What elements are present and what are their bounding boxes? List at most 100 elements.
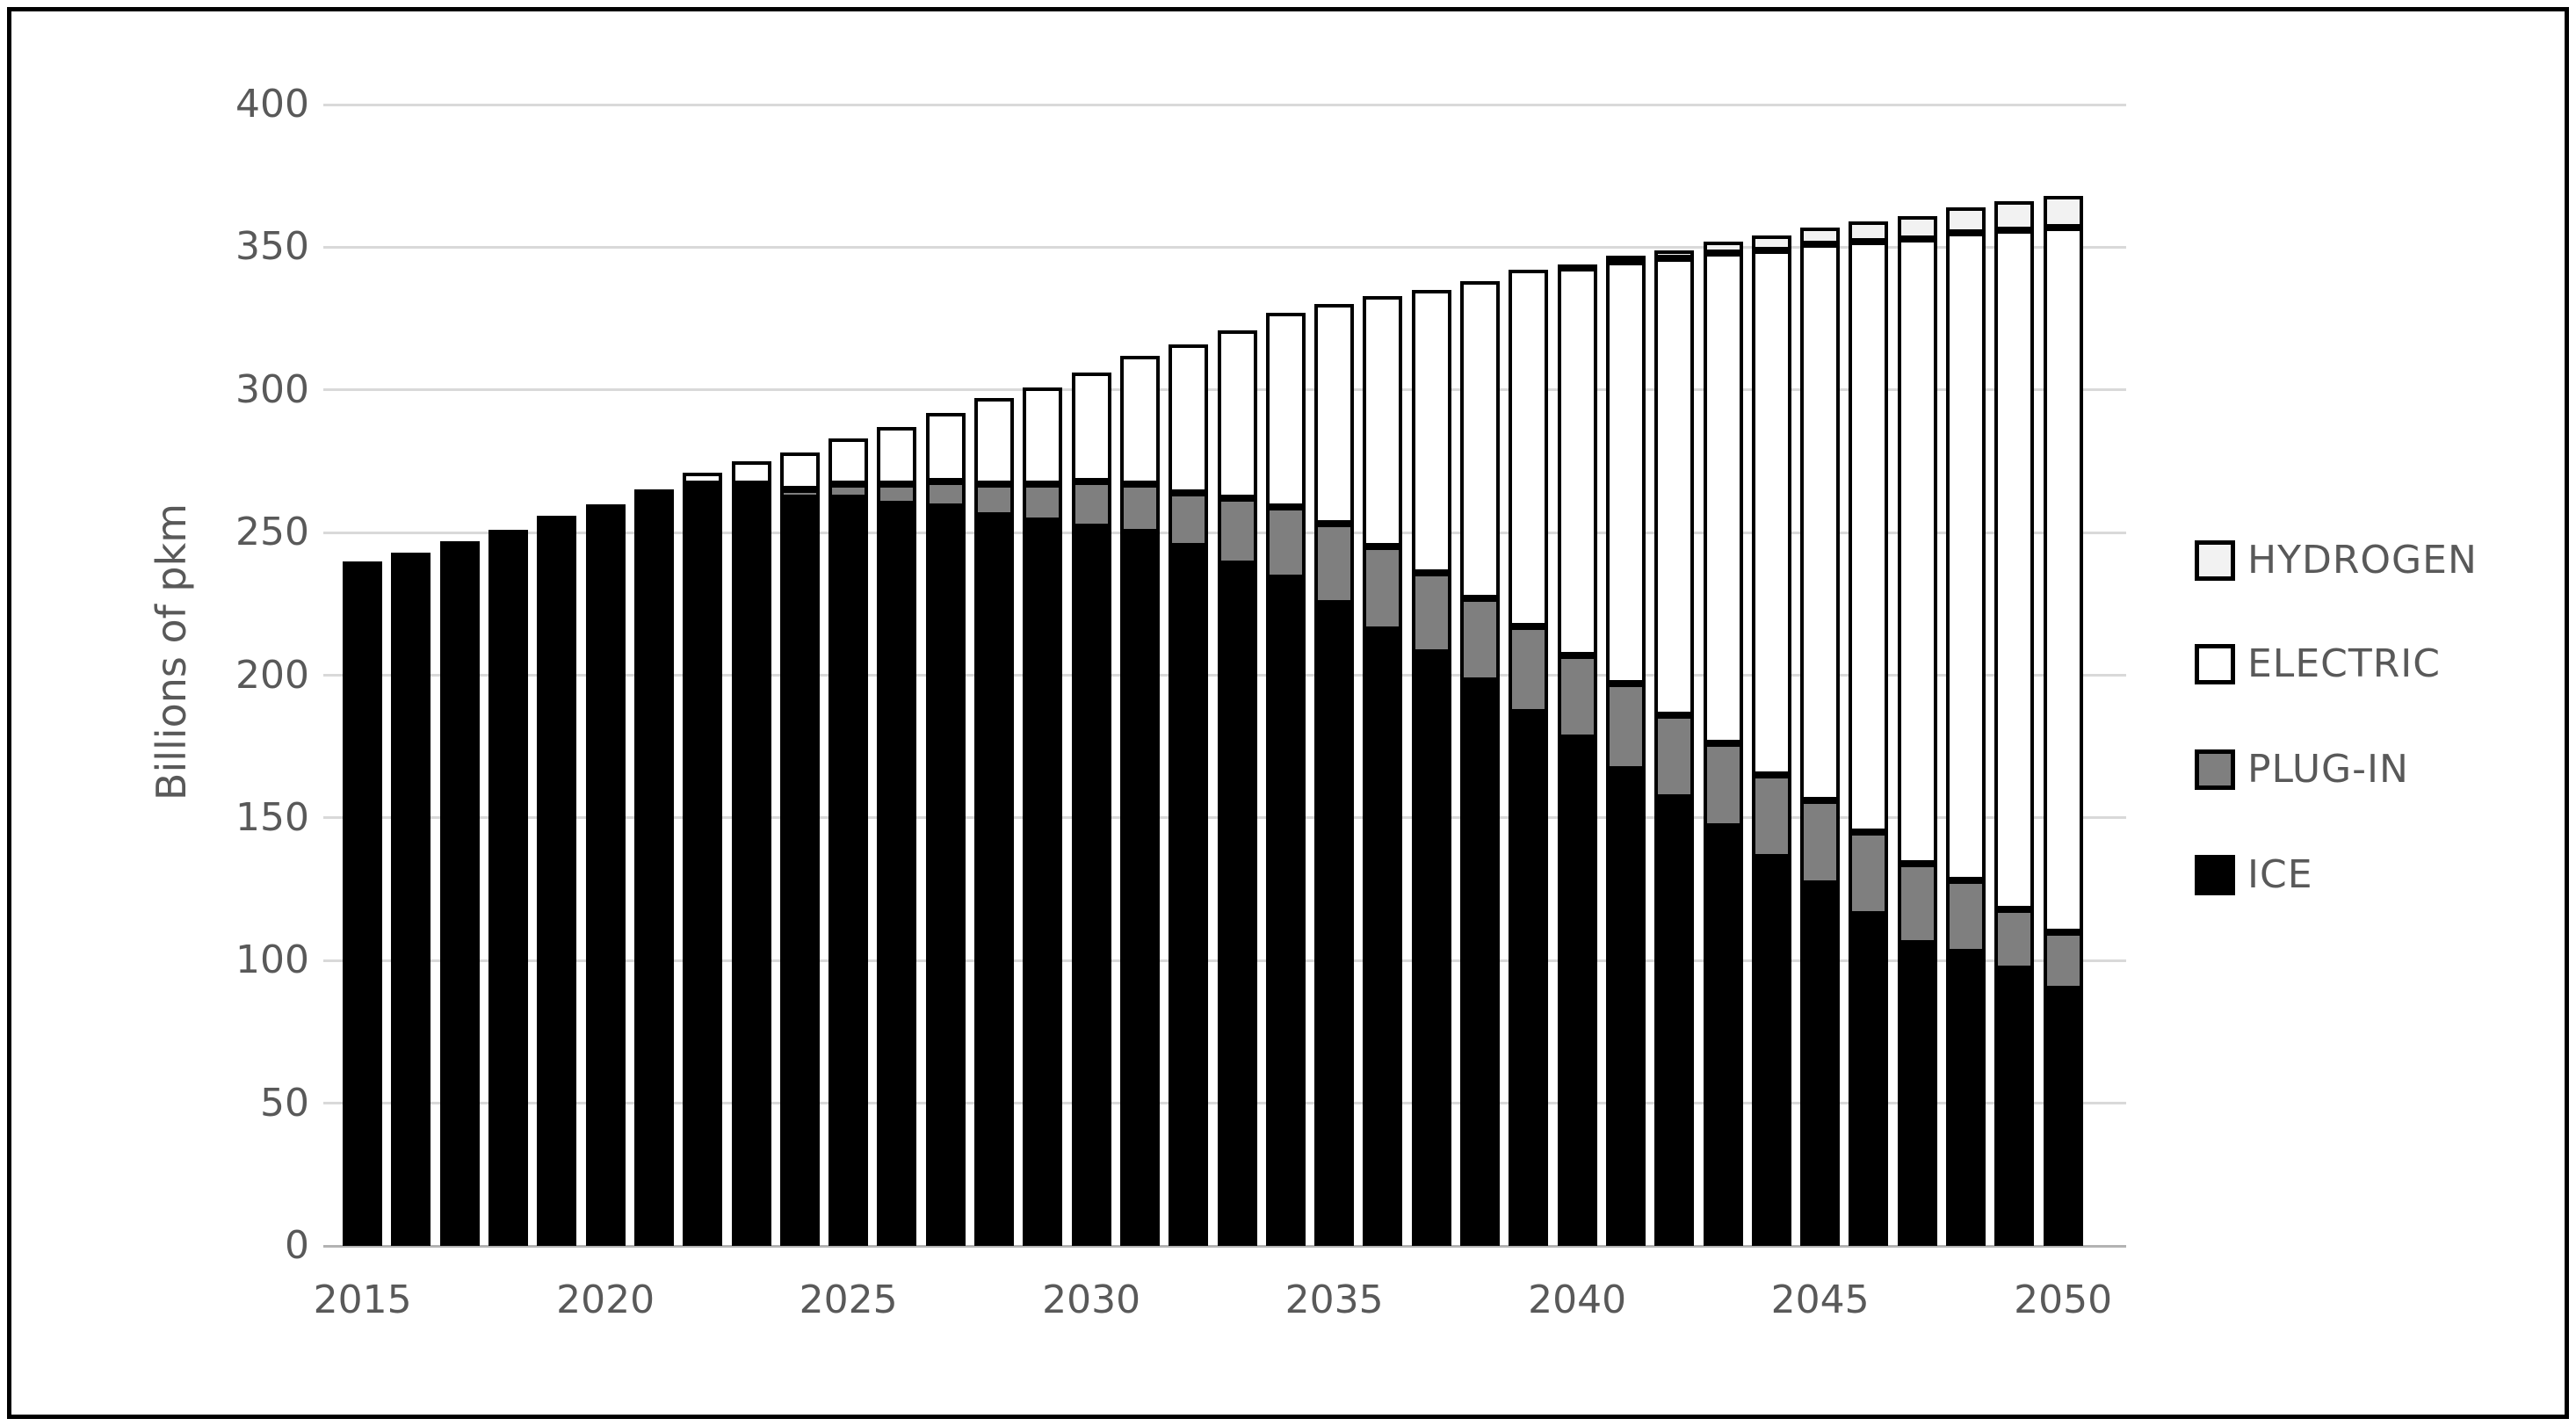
bar-segment-electric-2025: [829, 438, 869, 484]
legend-item-electric: ELECTRIC: [2195, 641, 2441, 686]
bar-segment-electric-2030: [1071, 373, 1111, 481]
bar-segment-ice-2042: [1654, 798, 1695, 1246]
bar-segment-ice-2039: [1509, 712, 1549, 1246]
bar-segment-plug-in-2039: [1509, 626, 1549, 713]
bar-segment-ice-2040: [1557, 737, 1597, 1246]
bar-segment-hydrogen-2049: [1994, 201, 2035, 230]
legend-item-plug-in: PLUG-IN: [2195, 747, 2409, 792]
bar-segment-electric-2024: [779, 452, 820, 490]
bar-segment-electric-2039: [1509, 270, 1549, 627]
y-tick-label-250: 250: [235, 510, 309, 555]
bar-segment-ice-2017: [439, 540, 480, 1246]
bar-segment-plug-in-2045: [1800, 800, 1841, 884]
bar-segment-ice-2023: [731, 489, 771, 1246]
legend-swatch-plug-in: [2195, 749, 2235, 790]
bar-segment-ice-2030: [1071, 526, 1111, 1246]
bar-segment-electric-2032: [1169, 344, 1209, 493]
bar-segment-plug-in-2048: [1946, 880, 1986, 952]
bar-segment-electric-2033: [1217, 329, 1257, 499]
bar-segment-ice-2044: [1751, 858, 1791, 1246]
bar-segment-electric-2023: [731, 460, 771, 484]
gridline-350: [323, 245, 2126, 249]
bar-segment-hydrogen-2048: [1946, 206, 1986, 234]
bar-segment-plug-in-2038: [1460, 597, 1501, 681]
y-tick-label-150: 150: [235, 794, 309, 840]
bar-segment-hydrogen-2040: [1557, 264, 1597, 271]
bar-segment-electric-2021: [633, 489, 674, 497]
bar-segment-ice-2019: [537, 515, 577, 1246]
bar-segment-ice-2027: [925, 506, 966, 1246]
bar-segment-ice-2032: [1169, 547, 1209, 1246]
x-tick-label-2035: 2035: [1284, 1278, 1384, 1322]
bar-segment-ice-2022: [683, 487, 723, 1246]
bar-segment-hydrogen-2041: [1605, 256, 1646, 264]
bar-segment-plug-in-2032: [1169, 492, 1209, 547]
legend-label-ice: ICE: [2247, 852, 2313, 897]
bar-segment-plug-in-2034: [1265, 506, 1306, 579]
legend-label-hydrogen: HYDROGEN: [2247, 538, 2478, 583]
bar-segment-electric-2050: [2043, 227, 2083, 932]
bar-segment-electric-2049: [1994, 229, 2035, 909]
gridline-400: [323, 103, 2126, 106]
bar-segment-hydrogen-2042: [1654, 250, 1695, 259]
bar-segment-plug-in-2030: [1071, 481, 1111, 527]
y-tick-label-350: 350: [235, 224, 309, 270]
bar-segment-plug-in-2046: [1849, 832, 1889, 916]
legend-label-plug-in: PLUG-IN: [2247, 747, 2409, 792]
y-tick-label-400: 400: [235, 82, 309, 127]
y-tick-label-300: 300: [235, 366, 309, 412]
bar-segment-electric-2031: [1119, 355, 1160, 484]
outer-frame: [7, 7, 2569, 1419]
bar-segment-electric-2046: [1849, 241, 1889, 833]
bar-segment-ice-2015: [343, 561, 383, 1246]
bar-segment-ice-2037: [1411, 652, 1451, 1246]
bar-segment-electric-2028: [974, 398, 1015, 484]
legend-swatch-electric: [2195, 643, 2235, 684]
bar-segment-ice-2028: [974, 515, 1015, 1246]
bar-segment-plug-in-2025: [829, 483, 869, 499]
bar-segment-ice-2018: [488, 529, 529, 1246]
legend-label-electric: ELECTRIC: [2247, 641, 2441, 686]
bar-segment-plug-in-2037: [1411, 572, 1451, 653]
x-tick-label-2025: 2025: [799, 1278, 898, 1322]
x-tick-label-2045: 2045: [1770, 1278, 1870, 1322]
bar-segment-hydrogen-2047: [1897, 215, 1937, 239]
bar-segment-ice-2016: [391, 552, 431, 1246]
bar-segment-electric-2041: [1605, 261, 1646, 684]
bar-segment-ice-2031: [1119, 532, 1160, 1246]
bar-segment-plug-in-2041: [1605, 684, 1646, 770]
bar-segment-plug-in-2028: [974, 483, 1015, 516]
x-axis-line: [323, 1244, 2126, 1248]
bar-segment-ice-2026: [877, 503, 917, 1246]
bar-segment-plug-in-2029: [1023, 483, 1063, 522]
x-tick-label-2040: 2040: [1528, 1278, 1627, 1322]
bar-segment-plug-in-2049: [1994, 908, 2035, 969]
bar-segment-electric-2029: [1023, 387, 1063, 484]
bar-segment-electric-2027: [925, 412, 966, 481]
bar-segment-ice-2025: [829, 498, 869, 1246]
bar-segment-electric-2047: [1897, 238, 1937, 864]
legend-swatch-ice: [2195, 854, 2235, 895]
x-tick-label-2030: 2030: [1042, 1278, 1141, 1322]
bar-segment-electric-2037: [1411, 290, 1451, 573]
bar-segment-plug-in-2035: [1314, 524, 1355, 604]
bar-segment-hydrogen-2045: [1800, 227, 1841, 245]
bar-segment-electric-2048: [1946, 233, 1986, 881]
bar-segment-electric-2045: [1800, 244, 1841, 801]
bar-segment-plug-in-2044: [1751, 775, 1791, 858]
bar-segment-ice-2050: [2043, 988, 2083, 1246]
y-tick-label-50: 50: [260, 1080, 309, 1126]
bar-segment-hydrogen-2050: [2043, 195, 2083, 228]
bar-segment-electric-2043: [1703, 252, 1743, 744]
bar-segment-ice-2049: [1994, 968, 2035, 1246]
bar-segment-ice-2024: [779, 498, 820, 1246]
y-tick-label-0: 0: [285, 1223, 309, 1268]
bar-segment-plug-in-2031: [1119, 483, 1160, 533]
x-tick-label-2015: 2015: [313, 1278, 412, 1322]
bar-segment-plug-in-2033: [1217, 498, 1257, 564]
x-tick-label-2020: 2020: [556, 1278, 655, 1322]
bar-segment-electric-2040: [1557, 267, 1597, 655]
bar-segment-ice-2043: [1703, 826, 1743, 1246]
bar-segment-electric-2042: [1654, 258, 1695, 715]
